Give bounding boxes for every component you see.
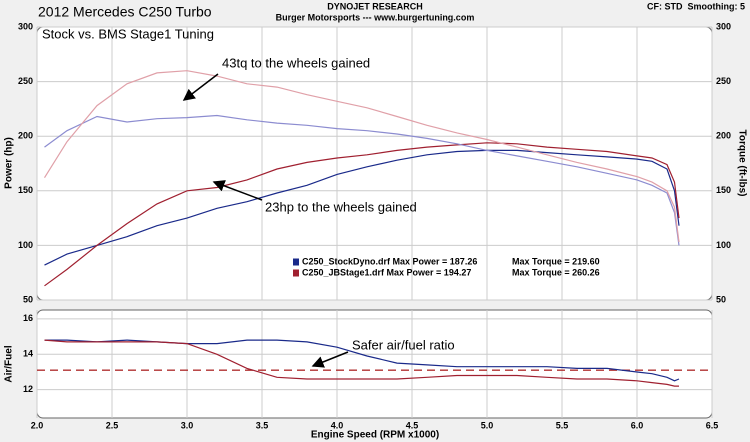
annotation: 43tq to the wheels gained [222, 55, 370, 70]
legend-swatch [293, 269, 299, 277]
y-tick-label: 16 [23, 313, 33, 323]
x-tick-label: 6.5 [706, 420, 719, 430]
annotation-arrow [182, 73, 219, 101]
data-line [44, 114, 680, 246]
x-tick-label: 4.5 [406, 420, 419, 430]
x-tick-label: 5.0 [481, 420, 494, 430]
x-axis-label: Engine Speed (RPM x1000) [311, 430, 439, 441]
y2-tick-label: 250 [716, 76, 731, 86]
legend-swatch [293, 258, 299, 266]
data-line [44, 339, 679, 387]
plot-area [36, 309, 713, 419]
x-tick-label: 2.0 [31, 420, 44, 430]
data-line [43, 70, 680, 243]
legend-label: Max Torque = 219.60 [512, 256, 600, 266]
annotation-arrow [212, 180, 263, 201]
x-tick-label: 3.5 [256, 420, 269, 430]
settings: CF: STD Smoothing: 5 [647, 1, 745, 11]
legend-label: Max Torque = 260.26 [512, 267, 600, 277]
x-tick-label: 3.0 [181, 420, 194, 430]
y2-tick-label: 200 [716, 131, 731, 141]
x-tick-label: 5.5 [556, 420, 569, 430]
y2-tick-label: 50 [716, 294, 726, 304]
y-tick-label: 50 [23, 294, 33, 304]
y-tick-label: 250 [18, 76, 33, 86]
legend: C250_StockDyno.drf Max Power = 187.26 Max… [293, 256, 600, 277]
annotation-arrow [311, 351, 349, 368]
annotation: 23hp to the wheels gained [265, 199, 417, 214]
lines [37, 70, 712, 387]
y-axis-label: Air/Fuel [4, 345, 15, 382]
legend-label: C250_JBStage1.drf Max Power = 194.27 [302, 267, 471, 277]
y2-tick-label: 300 [716, 21, 731, 31]
x-tick-label: 4.0 [331, 420, 344, 430]
y-tick-label: 300 [18, 21, 33, 31]
chart-subtitle: Stock vs. BMS Stage1 Tuning [42, 26, 214, 41]
source-detail: Burger Motorsports --- www.burgertuning.… [276, 12, 475, 22]
data-line [44, 149, 680, 266]
y-tick-label: 12 [23, 384, 33, 394]
y-tick-label: 14 [23, 349, 33, 359]
data-line [44, 142, 680, 287]
y-tick-label: 150 [18, 185, 33, 195]
y2-tick-label: 150 [716, 185, 731, 195]
x-tick-label: 6.0 [631, 420, 644, 430]
y2-axis-label: Torque (ft-lbs) [736, 129, 747, 196]
source: DYNOJET RESEARCH [327, 1, 423, 11]
legend-label: C250_StockDyno.drf Max Power = 187.26 [302, 256, 477, 266]
y-axis-label: Power (hp) [4, 137, 15, 189]
annotation: Safer air/fuel ratio [352, 337, 455, 352]
y-tick-label: 200 [18, 131, 33, 141]
y2-tick-label: 100 [716, 240, 731, 250]
x-tick-label: 2.5 [106, 420, 119, 430]
y-tick-label: 100 [18, 240, 33, 250]
chart-title: 2012 Mercedes C250 Turbo [38, 4, 212, 20]
